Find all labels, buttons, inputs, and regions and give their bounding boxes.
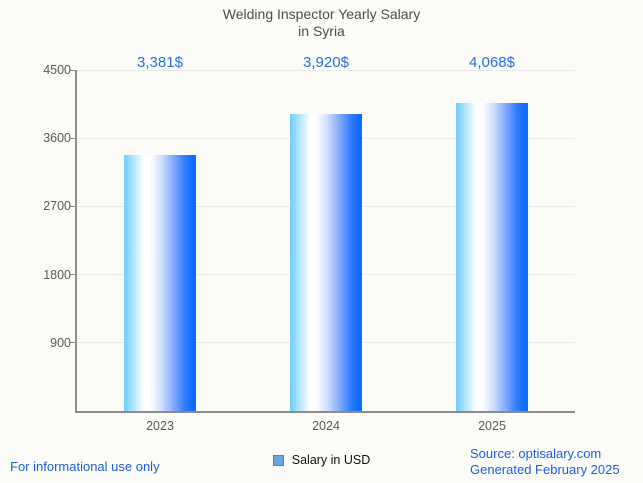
- y-axis-label: 900: [50, 335, 71, 350]
- chart-title-line2: in Syria: [298, 23, 345, 39]
- value-label-2025: 4,068$: [469, 54, 515, 71]
- value-label-2024: 3,920$: [303, 54, 349, 71]
- y-axis-label: 2700: [43, 199, 71, 214]
- plot-area: 900 1800 2700 3600 4500 3,381$ 2023 3,920$ 2024 4…: [43, 55, 575, 433]
- chart-title-line1: Welding Inspector Yearly Salary: [222, 6, 421, 22]
- disclaimer-text: For informational use only: [10, 459, 160, 474]
- y-axis-tick: [70, 205, 75, 207]
- y-axis-tick: [70, 274, 75, 276]
- y-axis-tick: [70, 342, 75, 344]
- y-axis-tick: [70, 69, 75, 71]
- bar-2024: [290, 113, 362, 411]
- x-axis-label-2025: 2025: [478, 419, 506, 433]
- value-label-2023: 3,381$: [137, 54, 183, 71]
- bar-2023: [124, 154, 196, 411]
- source-block: Source: optisalary.com Generated Februar…: [470, 446, 620, 478]
- y-axis-label: 3600: [43, 131, 71, 146]
- legend-swatch-icon: [272, 454, 284, 466]
- chart-title: Welding Inspector Yearly Salary in Syria: [0, 6, 643, 40]
- y-axis-label: 4500: [43, 63, 71, 77]
- gridline: [77, 69, 575, 71]
- generated-text: Generated February 2025: [470, 462, 620, 477]
- bar-2025: [456, 102, 528, 411]
- source-text: Source: optisalary.com: [470, 446, 602, 461]
- legend: Salary in USD: [0, 453, 643, 467]
- y-axis-tick: [70, 137, 75, 139]
- x-axis-label-2023: 2023: [146, 419, 174, 433]
- legend-label: Salary in USD: [291, 453, 371, 467]
- x-axis-label-2024: 2024: [312, 419, 340, 433]
- y-axis-label: 1800: [43, 267, 71, 282]
